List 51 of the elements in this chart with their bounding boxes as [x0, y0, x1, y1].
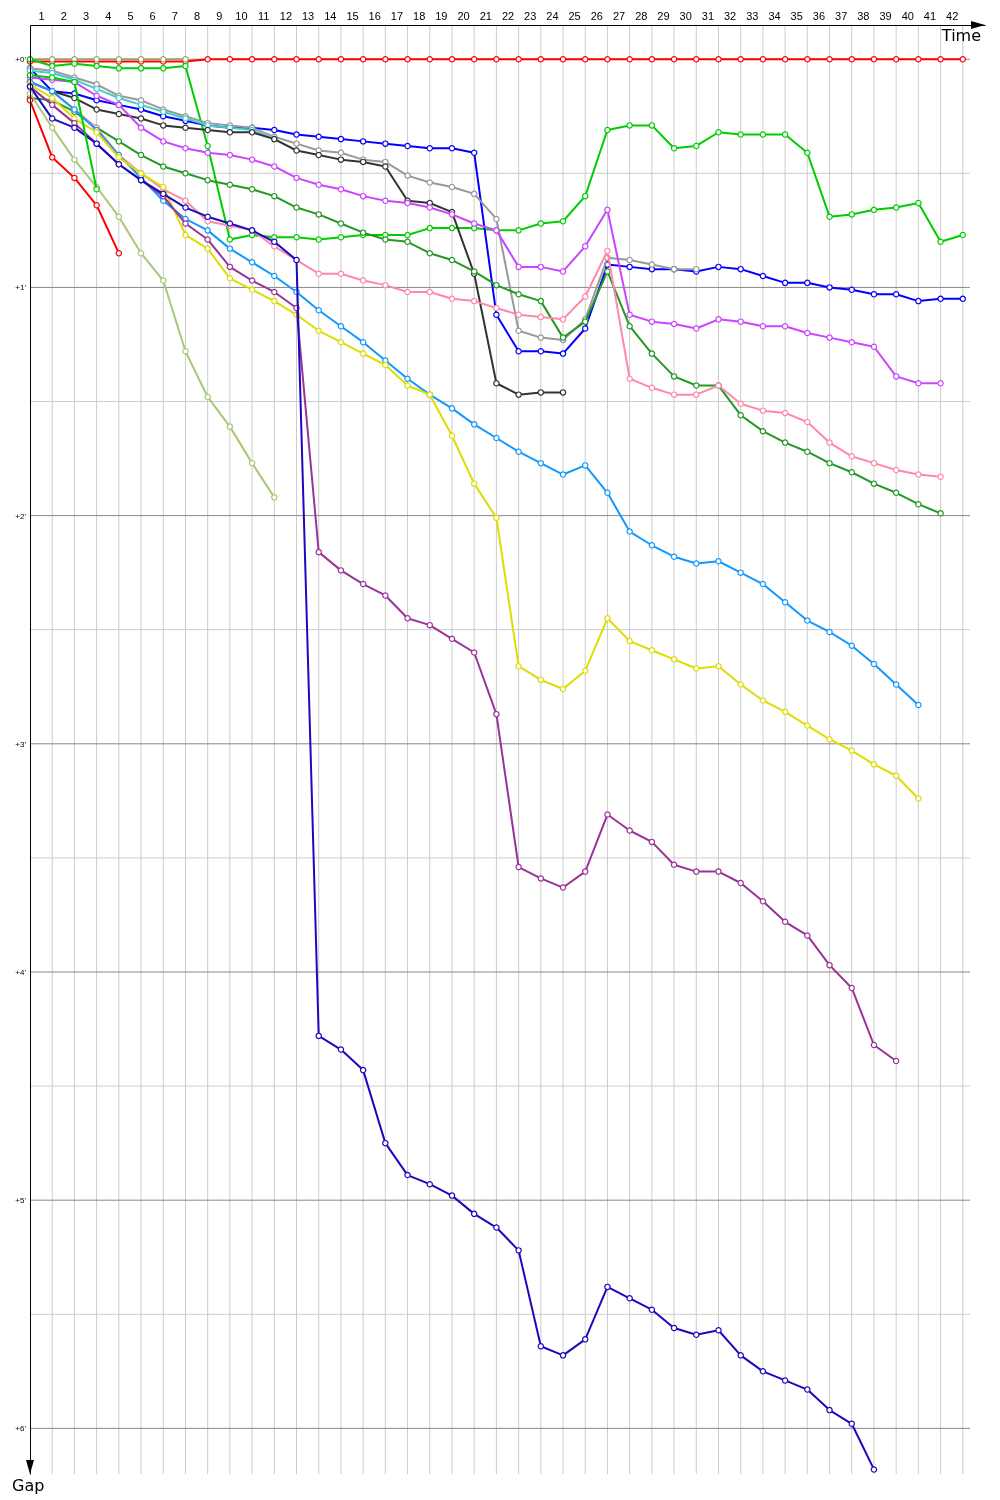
x-tick-label: 41: [923, 10, 937, 22]
y-tick-label: +2': [15, 511, 27, 521]
x-tick-label: 39: [879, 10, 892, 22]
y-tick-label: +5': [15, 1196, 27, 1206]
x-tick-label: 14: [324, 10, 337, 22]
x-tick-label: 3: [82, 10, 90, 22]
x-tick-label: 25: [568, 10, 581, 22]
x-tick-label: 5: [127, 10, 134, 22]
y-axis-title: Gap: [12, 1476, 45, 1495]
x-tick-label: 34: [768, 10, 781, 22]
x-tick-label: 20: [457, 10, 470, 22]
x-tick-label: 4: [105, 10, 112, 22]
x-tick-label: 38: [857, 10, 870, 22]
y-tick-label: +1': [15, 283, 27, 293]
x-tick-label: 13: [301, 10, 315, 22]
x-tick-label: 19: [435, 10, 448, 22]
x-tick-label: 21: [479, 10, 492, 22]
x-tick-label: 42: [946, 10, 959, 22]
x-tick-label: 24: [546, 10, 559, 22]
x-tick-label: 30: [679, 10, 692, 22]
x-tick-label: 35: [790, 10, 803, 22]
x-tick-label: 10: [235, 10, 248, 22]
x-tick-label: 27: [612, 10, 626, 22]
y-tick-label: +3': [15, 739, 27, 749]
x-tick-label: 23: [524, 10, 537, 22]
x-tick-label: 22: [501, 10, 515, 22]
x-tick-label: 7: [171, 10, 178, 22]
y-tick-label: +0': [15, 55, 27, 65]
x-tick-label: 8: [194, 10, 201, 22]
x-tick-label: 26: [590, 10, 603, 22]
x-tick-label: 37: [835, 10, 848, 22]
y-tick-label: +4': [15, 968, 27, 978]
x-tick-label: 40: [901, 10, 914, 22]
x-tick-label: 18: [413, 10, 426, 22]
x-tick-label: 11: [257, 10, 270, 22]
y-tick-label: +6': [15, 1424, 27, 1434]
x-tick-label: 9: [216, 10, 223, 22]
x-tick-label: 2: [60, 10, 67, 22]
x-tick-label: 12: [279, 10, 293, 22]
x-tick-label: 29: [657, 10, 670, 22]
x-tick-label: 6: [149, 10, 156, 22]
x-tick-label: 15: [346, 10, 359, 22]
x-tick-label: 33: [746, 10, 759, 22]
x-tick-label: 32: [723, 10, 737, 22]
x-tick-label: 36: [812, 10, 826, 22]
x-tick-label: 1: [38, 10, 45, 22]
x-tick-label: 17: [390, 10, 404, 22]
x-tick-label: 28: [635, 10, 648, 22]
x-axis-title: Time: [940, 26, 981, 45]
x-tick-label: 16: [368, 10, 381, 22]
x-tick-label: 31: [701, 10, 715, 22]
